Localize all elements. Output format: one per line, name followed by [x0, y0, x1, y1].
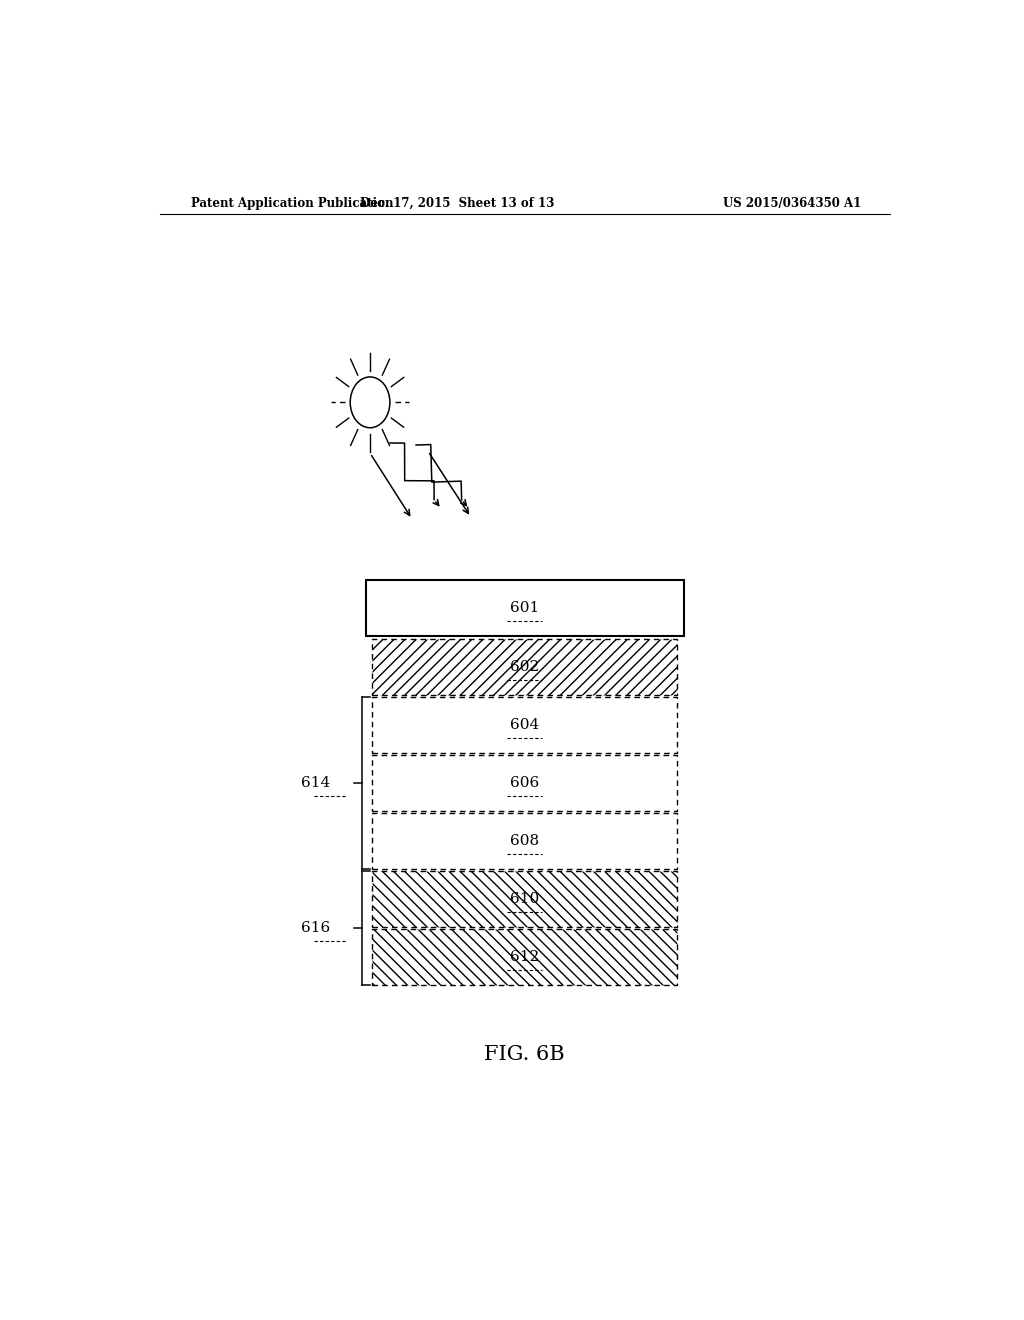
Text: Dec. 17, 2015  Sheet 13 of 13: Dec. 17, 2015 Sheet 13 of 13: [360, 197, 555, 210]
Text: US 2015/0364350 A1: US 2015/0364350 A1: [723, 197, 861, 210]
Text: 606: 606: [510, 776, 540, 789]
Bar: [373, 697, 677, 752]
Text: 616: 616: [301, 921, 331, 935]
Text: 614: 614: [301, 776, 331, 789]
Text: 612: 612: [510, 950, 540, 964]
Bar: [367, 581, 684, 636]
Text: Patent Application Publication: Patent Application Publication: [191, 197, 394, 210]
Text: FIG. 6B: FIG. 6B: [484, 1045, 565, 1064]
Bar: [373, 871, 677, 927]
Text: 604: 604: [510, 718, 540, 733]
Bar: [373, 755, 677, 810]
Text: 601: 601: [510, 601, 540, 615]
Bar: [373, 813, 677, 869]
Text: 610: 610: [510, 892, 540, 906]
Text: 602: 602: [510, 660, 540, 675]
Bar: [373, 929, 677, 985]
Text: 608: 608: [510, 834, 540, 847]
Bar: [373, 639, 677, 696]
